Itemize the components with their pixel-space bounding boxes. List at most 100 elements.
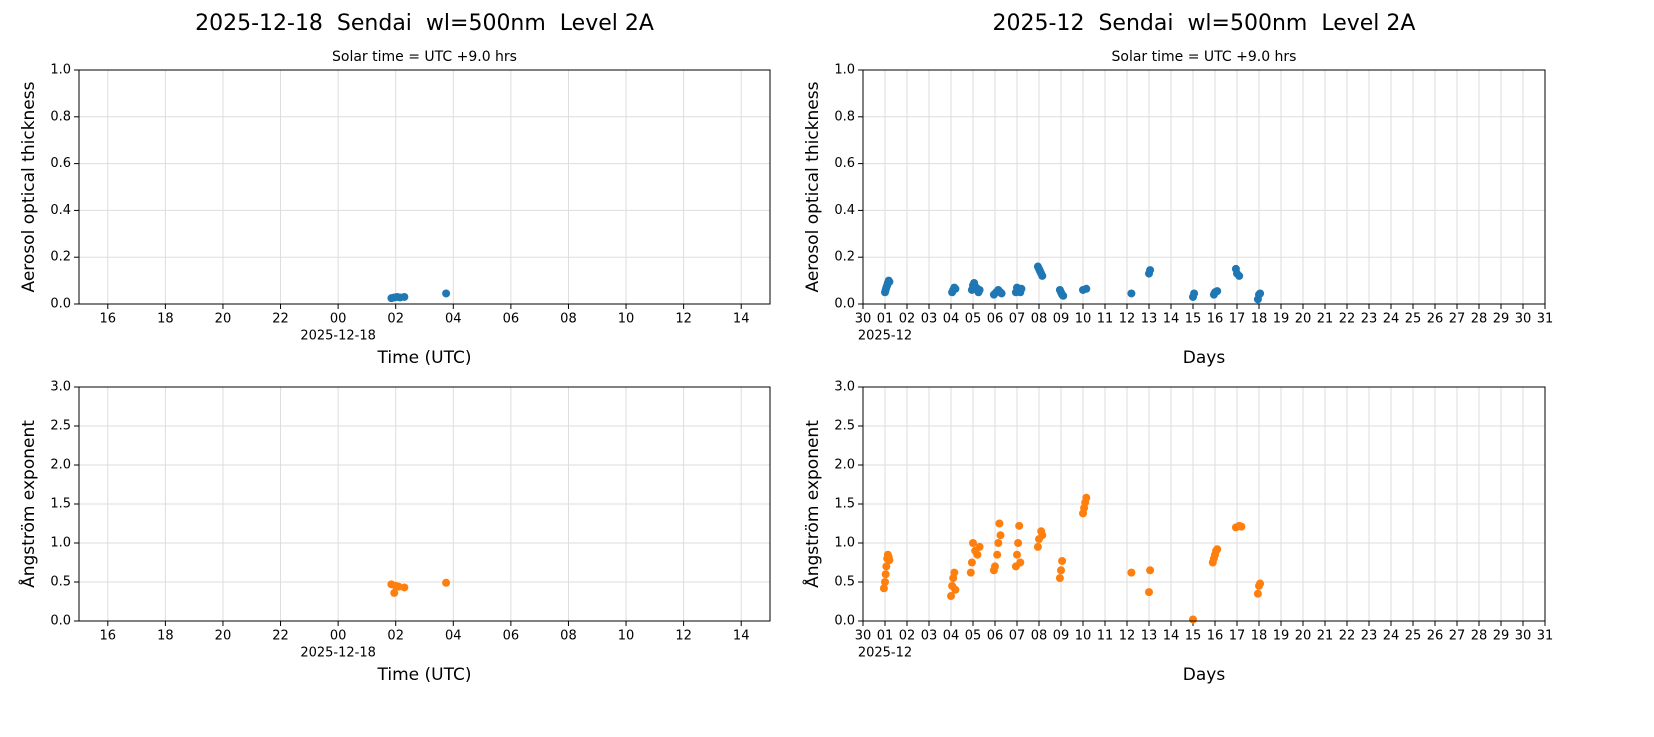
point bbox=[1059, 291, 1068, 300]
x-tick-label: 02 bbox=[387, 629, 404, 644]
axes-frame bbox=[78, 386, 771, 622]
x-tick-label: 12 bbox=[1119, 629, 1136, 644]
point bbox=[442, 578, 451, 587]
point bbox=[1057, 566, 1065, 575]
point bbox=[442, 289, 451, 298]
x-tick-label: 16 bbox=[1207, 312, 1224, 327]
x-tick-label: 20 bbox=[215, 629, 232, 644]
point bbox=[881, 570, 890, 579]
y-tick-label: 1.5 bbox=[834, 497, 855, 512]
point bbox=[1017, 284, 1026, 293]
point bbox=[966, 568, 975, 577]
x-tick-label: 21 bbox=[1317, 629, 1334, 644]
y-tick-label: 0.5 bbox=[50, 575, 71, 590]
y-tick-label: 0.0 bbox=[50, 614, 71, 629]
point bbox=[1213, 287, 1222, 296]
x-axis-label: Time (UTC) bbox=[377, 665, 472, 685]
x-tick-label: 02 bbox=[899, 312, 916, 327]
y-tick-label: 0.0 bbox=[50, 297, 71, 312]
x-tick-label: 07 bbox=[1009, 629, 1026, 644]
point bbox=[400, 583, 409, 592]
point bbox=[969, 539, 977, 547]
chart-title: 2025-12 Sendai wl=500nm Level 2A bbox=[993, 11, 1416, 36]
x-tick-label: 24 bbox=[1383, 629, 1400, 644]
x-tick-label: 20 bbox=[215, 312, 232, 327]
point bbox=[1256, 579, 1265, 588]
point bbox=[1033, 542, 1042, 551]
x-tick-label: 29 bbox=[1493, 629, 1510, 644]
x-tick-label: 10 bbox=[1075, 312, 1092, 327]
x-tick-label: 01 bbox=[877, 629, 894, 644]
x-tick-label: 30 bbox=[855, 312, 872, 327]
point bbox=[1146, 566, 1155, 575]
point bbox=[881, 578, 889, 586]
y-tick-label: 0.4 bbox=[50, 203, 71, 218]
point bbox=[973, 550, 982, 559]
x-tick-label: 26 bbox=[1427, 312, 1444, 327]
x-tick-label: 02 bbox=[899, 629, 916, 644]
x-tick-label: 13 bbox=[1141, 312, 1158, 327]
y-tick-label: 0.0 bbox=[834, 297, 855, 312]
x-tick-label: 15 bbox=[1185, 312, 1202, 327]
point bbox=[947, 592, 955, 601]
point bbox=[882, 562, 891, 571]
point bbox=[991, 562, 999, 571]
point bbox=[1082, 284, 1091, 293]
x-tick-label: 12 bbox=[1119, 312, 1136, 327]
point bbox=[1127, 568, 1136, 577]
chart-subtitle: Solar time = UTC +9.0 hrs bbox=[332, 49, 517, 65]
y-axis-label: Ångström exponent bbox=[17, 420, 39, 588]
x-tick-label: 03 bbox=[921, 629, 938, 644]
y-tick-label: 2.0 bbox=[834, 458, 855, 473]
x-tick-label: 17 bbox=[1229, 312, 1246, 327]
x-tick-label: 09 bbox=[1053, 312, 1070, 327]
point bbox=[1146, 266, 1155, 275]
x-tick-label: 22 bbox=[272, 629, 289, 644]
x-tick-label: 18 bbox=[1251, 629, 1268, 644]
x-tick-label: 25 bbox=[1405, 629, 1422, 644]
x-tick-label: 18 bbox=[157, 629, 174, 644]
x-tick-label: 14 bbox=[1163, 312, 1180, 327]
x-tick-label: 09 bbox=[1053, 629, 1070, 644]
y-tick-label: 2.0 bbox=[50, 458, 71, 473]
x-tick-label: 27 bbox=[1449, 629, 1466, 644]
axes-frame bbox=[78, 69, 771, 305]
point bbox=[1013, 550, 1021, 559]
x-tick-label: 01 bbox=[877, 312, 894, 327]
x-tick-label: 30 bbox=[1515, 312, 1532, 327]
x-tick-label: 10 bbox=[618, 312, 635, 327]
point bbox=[1016, 558, 1025, 567]
point bbox=[885, 556, 894, 565]
point bbox=[885, 277, 894, 286]
point bbox=[1213, 545, 1222, 554]
point bbox=[1038, 271, 1047, 280]
point bbox=[1127, 289, 1136, 298]
x-tick-label: 06 bbox=[503, 312, 520, 327]
y-tick-label: 0.8 bbox=[834, 109, 855, 124]
x-tick-label: 16 bbox=[1207, 629, 1224, 644]
point bbox=[1235, 271, 1244, 280]
x-tick-label: 20 bbox=[1295, 312, 1312, 327]
x-date-label: 2025-12 bbox=[858, 329, 912, 344]
x-tick-label: 28 bbox=[1471, 312, 1488, 327]
x-tick-label: 30 bbox=[855, 629, 872, 644]
point bbox=[993, 550, 1002, 559]
point bbox=[997, 289, 1006, 298]
point bbox=[1253, 589, 1262, 598]
x-tick-label: 14 bbox=[733, 629, 750, 644]
y-tick-label: 1.0 bbox=[834, 63, 855, 78]
x-tick-label: 23 bbox=[1361, 312, 1378, 327]
x-tick-label: 06 bbox=[503, 629, 520, 644]
y-axis-label: Ångström exponent bbox=[801, 420, 823, 588]
x-date-label: 2025-12-18 bbox=[300, 329, 376, 344]
point bbox=[1055, 574, 1064, 583]
point bbox=[1082, 493, 1091, 502]
x-tick-label: 14 bbox=[733, 312, 750, 327]
point bbox=[951, 585, 960, 594]
point bbox=[1015, 521, 1024, 530]
point bbox=[1145, 588, 1153, 597]
x-tick-label: 06 bbox=[987, 312, 1004, 327]
chart-subtitle: Solar time = UTC +9.0 hrs bbox=[1112, 49, 1297, 65]
y-tick-label: 3.0 bbox=[50, 380, 71, 395]
x-tick-label: 00 bbox=[330, 629, 347, 644]
